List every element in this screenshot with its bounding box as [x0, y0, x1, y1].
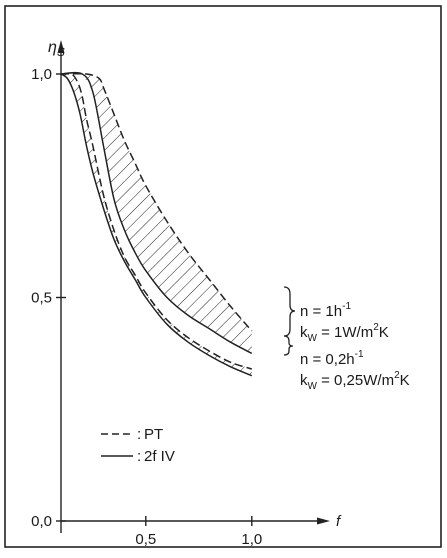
legend-colon-1: : — [137, 426, 141, 443]
annotation-2-line-2: kW = 0,25W/m2K — [300, 370, 410, 392]
legend-colon-2: : — [137, 448, 141, 465]
curve-2fiv-high — [60, 71, 253, 355]
y-tick-label: 0,0 — [31, 513, 52, 530]
y-axis-label: ηS — [48, 39, 65, 59]
x-tick-label: 0,5 — [135, 531, 156, 548]
legend: : PT : 2f IV — [101, 426, 175, 465]
annotation-2: n = 0,2h-1 kW = 0,25W/m2K — [300, 349, 410, 392]
border — [4, 5, 442, 548]
legend-label-pt: PT — [144, 426, 163, 443]
annotation-1: n = 1h-1 kW = 1W/m2K — [300, 301, 389, 344]
annotation-1-line-2: kW = 1W/m2K — [300, 322, 389, 344]
curve-2fiv-low — [60, 73, 253, 377]
legend-label-2fiv: 2f IV — [144, 448, 175, 465]
curve-pt-high — [60, 72, 253, 332]
curves — [60, 71, 253, 377]
ticks: 0,0 0,5 1,0 0,5 1,0 — [31, 66, 262, 548]
x-tick-label: 1,0 — [241, 531, 262, 548]
y-tick-label: 1,0 — [31, 66, 52, 83]
x-axis-arrow — [317, 517, 330, 525]
annotation-1-line-1: n = 1h-1 — [300, 301, 351, 320]
curve-pt-low — [60, 72, 253, 370]
annotation-2-line-1: n = 0,2h-1 — [300, 349, 364, 368]
brace-1 — [283, 286, 296, 337]
brace-2 — [283, 335, 294, 356]
x-axis-label: f — [336, 513, 342, 530]
y-tick-label: 0,5 — [31, 290, 52, 307]
y-axis-arrow — [57, 40, 65, 53]
